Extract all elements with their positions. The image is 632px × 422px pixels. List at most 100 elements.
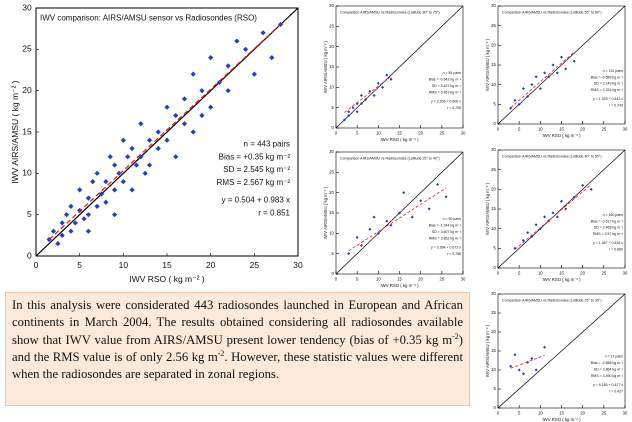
point	[112, 212, 118, 218]
y-tick-label: 15	[329, 64, 334, 69]
point	[112, 187, 118, 193]
x-tick-label: 25	[439, 276, 444, 281]
point	[199, 112, 205, 119]
point	[243, 46, 249, 52]
point	[190, 71, 196, 77]
point	[347, 110, 351, 114]
stat-annotation: y = 9.165 + 0.427 x	[593, 383, 623, 387]
point	[444, 195, 448, 199]
stat-annotation: n = 84 pairs	[443, 71, 462, 75]
point	[347, 114, 351, 118]
point	[376, 231, 380, 235]
y-axis-label: IWV AIRS/AMSU ( kg m⁻² )	[485, 182, 490, 235]
point	[419, 199, 423, 203]
point	[534, 368, 538, 372]
point	[103, 179, 109, 185]
y-tick-label: 30	[329, 149, 334, 154]
x-axis-label: IWV RSO ( kg m⁻² )	[380, 283, 419, 288]
stat-annotation: SD = 2.545 kg m⁻²	[223, 165, 290, 174]
point	[555, 215, 559, 219]
chart-title: Comparison AIRS/AMSU vs Radiosondes (Lat…	[340, 156, 440, 160]
point	[589, 187, 593, 191]
point	[77, 187, 83, 193]
point	[90, 179, 96, 185]
stat-annotation: Bias = -2.658 kg m⁻²	[591, 361, 624, 365]
y-tick-label: 10	[22, 168, 32, 178]
point	[351, 106, 355, 110]
x-tick-label: 20	[580, 126, 585, 131]
point	[225, 63, 231, 69]
x-axis-label: IWV RSO ( kg m⁻² )	[542, 277, 581, 282]
x-tick-label: 15	[559, 270, 564, 275]
stat-annotation: RMS = 2.224 kg m⁻²	[591, 88, 624, 92]
x-tick-label: 15	[162, 260, 172, 270]
point	[513, 353, 517, 357]
point	[120, 179, 126, 185]
point	[551, 63, 555, 67]
y-tick-label: 5	[331, 105, 334, 110]
stat-annotation: RMS = 3.852 kg m⁻²	[429, 236, 462, 240]
point	[436, 183, 440, 187]
point	[530, 83, 534, 87]
point	[368, 89, 372, 93]
fit-line	[48, 23, 281, 241]
x-tick-label: 20	[418, 276, 423, 281]
x-tick-label: 15	[397, 276, 402, 281]
point	[581, 183, 585, 187]
point	[355, 235, 359, 239]
x-tick-label: 25	[250, 260, 260, 270]
caption-text: . However, these statistic values were d…	[12, 349, 463, 382]
x-tick-label: 10	[538, 270, 543, 275]
point	[181, 121, 188, 127]
y-tick-label: 30	[491, 291, 496, 296]
y-tick-label: 10	[329, 84, 334, 89]
stat-annotation: RMS = 2.57 kg m⁻²	[593, 232, 624, 236]
x-axis-label: IWV RSO ( kg m⁻² )	[542, 133, 581, 138]
x-tick-label: 30	[623, 410, 628, 415]
point	[555, 71, 559, 75]
point	[59, 220, 65, 226]
point	[225, 88, 231, 94]
y-tick-label: 30	[491, 147, 496, 152]
x-tick-label: 15	[559, 126, 564, 131]
stat-annotation: y = 2.206 + 0.806 x	[431, 99, 461, 103]
point	[538, 87, 542, 91]
point	[269, 55, 275, 61]
stat-annotation: SD = 2.468 kg m⁻²	[594, 226, 624, 230]
point	[547, 75, 551, 79]
point	[410, 215, 414, 219]
point	[530, 357, 534, 361]
point	[526, 360, 530, 364]
point	[94, 170, 100, 176]
x-tick-label: 30	[623, 126, 628, 131]
stat-annotation: Bias = -0.589 kg m⁻²	[591, 75, 624, 79]
stat-annotation: r = 0.785	[447, 252, 461, 256]
y-tick-label: 20	[491, 329, 496, 334]
x-tick-label: 25	[601, 270, 606, 275]
point	[359, 244, 363, 248]
x-tick-label: 5	[518, 126, 521, 131]
y-tick-label: 25	[329, 23, 334, 28]
stat-annotation: y = 1.325 + 0.942 x	[593, 97, 623, 101]
y-tick-label: 15	[491, 62, 496, 67]
point	[55, 241, 61, 247]
x-tick-label: 20	[580, 410, 585, 415]
stat-annotation: RMS = 3.490 kg m⁻²	[591, 374, 624, 378]
point	[112, 162, 118, 168]
x-tick-label: 20	[580, 270, 585, 275]
stat-annotation: RMS = 2.567 kg m⁻²	[217, 178, 291, 187]
point	[208, 104, 214, 110]
point	[164, 104, 170, 110]
stat-annotation: SD = 3.607 kg m⁻²	[432, 230, 462, 234]
x-tick-label: 5	[356, 276, 359, 281]
point	[517, 102, 521, 106]
point	[164, 137, 170, 143]
point	[85, 212, 91, 218]
stat-annotation: r = 0.708	[447, 106, 461, 110]
point	[517, 368, 521, 372]
point	[260, 30, 266, 36]
point	[81, 216, 87, 222]
x-tick-label: 5	[356, 130, 359, 135]
point	[116, 170, 122, 176]
point	[129, 187, 135, 193]
